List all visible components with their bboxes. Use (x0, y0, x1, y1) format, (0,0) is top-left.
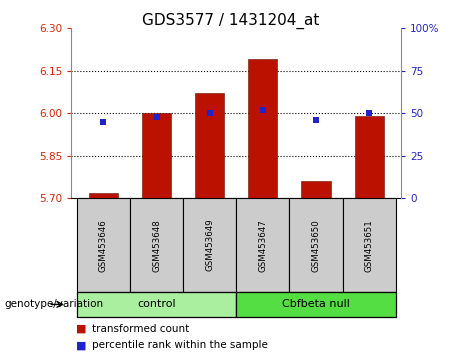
Bar (355, 116, 384, 198)
Bar (343, 198, 396, 292)
Bar (195, 93, 225, 198)
Bar (89, 193, 118, 198)
Text: genotype/variation: genotype/variation (5, 299, 104, 309)
Text: percentile rank within the sample: percentile rank within the sample (92, 340, 268, 350)
Text: GSM453648: GSM453648 (152, 219, 161, 272)
Text: GSM453651: GSM453651 (365, 219, 374, 272)
Bar (248, 59, 278, 198)
Bar (301, 181, 331, 198)
Bar (236, 292, 396, 317)
Bar (77, 292, 236, 317)
Text: GSM453647: GSM453647 (258, 219, 267, 272)
Text: Cbfbeta null: Cbfbeta null (282, 299, 350, 309)
Bar (130, 198, 183, 292)
Text: GSM453649: GSM453649 (205, 219, 214, 272)
Text: GDS3577 / 1431204_at: GDS3577 / 1431204_at (142, 12, 319, 29)
Text: GSM453646: GSM453646 (99, 219, 108, 272)
Bar (183, 198, 236, 292)
Text: control: control (137, 299, 176, 309)
Text: GSM453650: GSM453650 (312, 219, 320, 272)
Text: ■: ■ (76, 324, 87, 333)
Bar (142, 113, 171, 198)
Bar (290, 198, 343, 292)
Bar (77, 198, 130, 292)
Text: ■: ■ (76, 340, 87, 350)
Text: transformed count: transformed count (92, 324, 189, 333)
Bar (236, 198, 290, 292)
